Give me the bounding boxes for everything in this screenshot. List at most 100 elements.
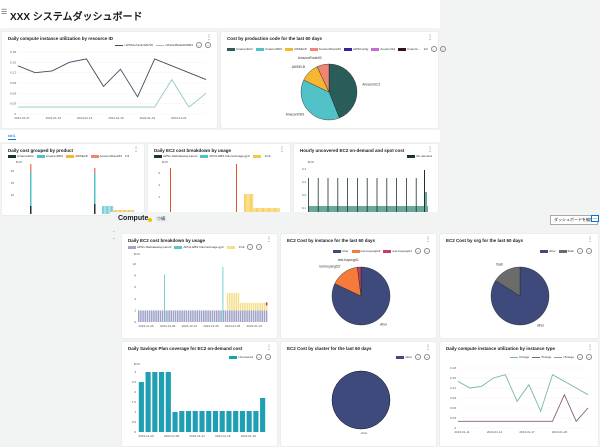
tab-1[interactable]: tab1 bbox=[8, 133, 16, 140]
drag-handle-icon[interactable]: ⌃ ⌄ bbox=[112, 230, 116, 240]
bar bbox=[205, 310, 207, 322]
bar bbox=[265, 302, 268, 306]
legend-next-button[interactable]: › bbox=[586, 354, 592, 360]
legend-item[interactable]: i-0c5b1e7ac4cbdf7a5 bbox=[115, 43, 153, 47]
legend-item[interactable]: other bbox=[539, 249, 556, 253]
legend-item[interactable]: On-demand bbox=[407, 154, 432, 158]
legend-item[interactable] bbox=[226, 245, 236, 249]
legend-prev-button[interactable]: ‹ bbox=[430, 46, 437, 52]
legend-item[interactable]: AmazonRoute53 bbox=[90, 154, 122, 158]
legend-next-button[interactable]: › bbox=[424, 248, 430, 254]
legend-item[interactable]: test-buyangt11 bbox=[383, 249, 412, 253]
legend-next-button[interactable]: › bbox=[256, 244, 263, 250]
kebab-menu-icon[interactable]: ⋮ bbox=[266, 345, 272, 351]
legend-prev-button[interactable]: ‹ bbox=[577, 248, 583, 254]
section-badge: ウ構 bbox=[155, 216, 167, 222]
y-tick-label: 0.4 bbox=[302, 167, 307, 171]
legend-item[interactable]: i-0f4ca4f6a2e8c6891 bbox=[155, 43, 193, 47]
bar bbox=[30, 164, 32, 172]
legend-item[interactable]: t3.large bbox=[510, 355, 529, 359]
legend-prev-button[interactable]: ‹ bbox=[196, 42, 202, 48]
bar bbox=[170, 310, 173, 322]
legend-item[interactable]: AmazonRoute53 bbox=[309, 47, 341, 51]
legend-next-button[interactable]: › bbox=[586, 248, 592, 254]
legend-item[interactable]: APN1-NatGateway-Hours bbox=[128, 245, 171, 249]
legend-next-button[interactable]: › bbox=[439, 46, 446, 52]
kebab-menu-icon[interactable]: ⋮ bbox=[587, 237, 593, 243]
bar bbox=[233, 293, 235, 311]
legend-item[interactable]: AmazonEC2 bbox=[8, 154, 34, 158]
legend-item[interactable]: r5.large bbox=[532, 355, 551, 359]
bar bbox=[246, 310, 248, 322]
legend-item[interactable]: other bbox=[332, 249, 349, 253]
bar bbox=[237, 310, 240, 322]
bar bbox=[386, 178, 388, 214]
legend-item[interactable]: APN1-NatGateway-Hours bbox=[154, 154, 197, 158]
legend-item[interactable]: flash bbox=[558, 249, 574, 253]
legend-item[interactable]: AmazonEC2 bbox=[227, 47, 253, 51]
bar bbox=[260, 398, 266, 432]
legend-item[interactable]: c5.large bbox=[554, 355, 574, 359]
bar bbox=[275, 208, 276, 214]
y-tick-label: 0 bbox=[134, 430, 136, 434]
legend-prev-button[interactable]: ‹ bbox=[247, 244, 254, 250]
legend-item[interactable]: Amazon... bbox=[398, 47, 421, 51]
card-title: Daily Savings Plan coverage for EC2 on-d… bbox=[128, 346, 243, 351]
legend-item[interactable]: AWSConfig bbox=[343, 47, 368, 51]
kebab-menu-icon[interactable]: ⋮ bbox=[425, 237, 431, 243]
legend-next-button[interactable]: › bbox=[424, 354, 430, 360]
y-tick-label: 0 bbox=[134, 320, 136, 324]
legend-item[interactable]: AmazonS3 bbox=[371, 47, 395, 51]
legend-item[interactable]: test-buyangt22 bbox=[351, 249, 380, 253]
legend-prev-button[interactable]: ‹ bbox=[415, 354, 421, 360]
x-tick-label: 2024-01-11 bbox=[454, 430, 469, 434]
legend-item[interactable]: Uncovered bbox=[229, 355, 253, 359]
legend-item[interactable]: AWSELB bbox=[66, 154, 88, 158]
legend-prev-button[interactable]: ‹ bbox=[256, 354, 262, 360]
bar bbox=[263, 208, 264, 214]
bar bbox=[272, 208, 274, 214]
legend-item[interactable] bbox=[252, 154, 262, 158]
hamburger-icon[interactable]: ☰ bbox=[1, 9, 8, 16]
slice-label: test-buyangt22 bbox=[319, 265, 340, 269]
legend-item[interactable]: AWSELB bbox=[285, 47, 307, 51]
bar bbox=[242, 310, 244, 322]
legend-item[interactable]: APN1-EBS:VolumeUsage.gp3 bbox=[174, 245, 224, 249]
legend-item[interactable]: other bbox=[396, 355, 412, 359]
legend-item[interactable]: AmazonRDS bbox=[36, 154, 63, 158]
pie-slice bbox=[300, 79, 340, 121]
y-tick-label: 0.18 bbox=[10, 50, 16, 54]
bar bbox=[216, 310, 218, 322]
y-tick-label: 0 bbox=[454, 426, 456, 430]
bar bbox=[203, 310, 205, 322]
bar bbox=[265, 302, 268, 311]
kebab-menu-icon[interactable]: ⋮ bbox=[427, 147, 433, 153]
y-tick-label: 1.5 bbox=[132, 400, 137, 404]
legend-next-button[interactable]: › bbox=[205, 42, 211, 48]
bar bbox=[181, 310, 183, 322]
x-tick-label: 2023-11-26 bbox=[138, 324, 153, 328]
bar bbox=[347, 178, 348, 214]
legend-next-button[interactable]: › bbox=[265, 354, 271, 360]
bar bbox=[185, 411, 192, 432]
kebab-menu-icon[interactable]: ⋮ bbox=[587, 345, 593, 351]
kebab-menu-icon[interactable]: ⋮ bbox=[279, 147, 285, 153]
legend-item[interactable]: APN1-EBS:VolumeUsage.gp3 bbox=[200, 154, 250, 158]
legend: i-0c5b1e7ac4cbdf7a5 i-0f4ca4f6a2e8c6891 … bbox=[115, 42, 211, 48]
y-tick-label: 6 bbox=[134, 285, 136, 289]
card-ec2-instance: EC2 Cost by instance for the last 60 day… bbox=[281, 234, 436, 338]
legend-item[interactable]: AmazonRDS bbox=[255, 47, 282, 51]
bar bbox=[231, 310, 233, 322]
legend-prev-button[interactable]: ‹ bbox=[577, 354, 583, 360]
collapse-button[interactable]: — bbox=[591, 215, 599, 222]
kebab-menu-icon[interactable]: ⋮ bbox=[427, 35, 433, 41]
kebab-menu-icon[interactable]: ⋮ bbox=[206, 35, 212, 41]
legend-prev-button[interactable]: ‹ bbox=[415, 248, 421, 254]
x-tick-label: 2023-12-29 bbox=[138, 434, 154, 438]
bar bbox=[220, 310, 222, 322]
bar bbox=[265, 310, 268, 322]
kebab-menu-icon[interactable]: ⋮ bbox=[425, 345, 431, 351]
kebab-menu-icon[interactable]: ⋮ bbox=[266, 237, 272, 243]
card-cost-product: Daily cost grouped by product ⋮ AmazonEC… bbox=[2, 144, 144, 215]
kebab-menu-icon[interactable]: ⋮ bbox=[133, 147, 139, 153]
